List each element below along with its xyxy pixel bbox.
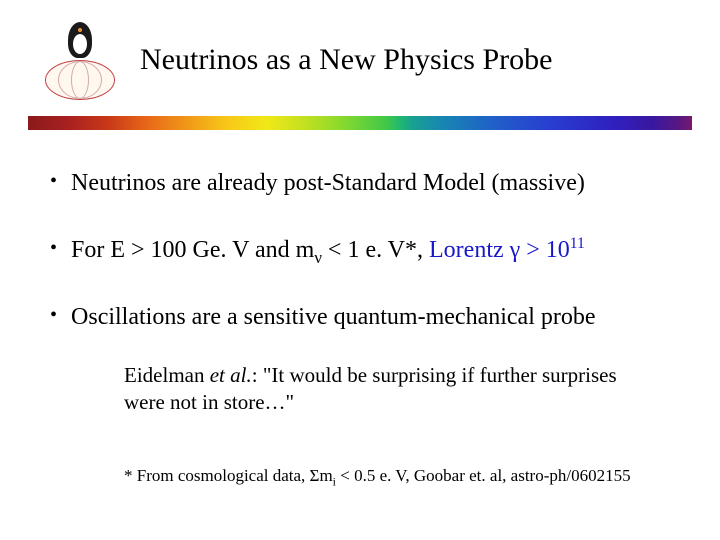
bullet-2-lorentz: Lorentz γ > 1011: [429, 237, 585, 263]
quote-block: Eidelman et al.: "It would be surprising…: [124, 362, 642, 417]
logo-penguin-icon: [68, 22, 92, 58]
bullet-1: • Neutrinos are already post-Standard Mo…: [50, 168, 682, 199]
footnote-pre: * From cosmological data, Σm: [124, 466, 333, 485]
bullet-2-exponent: 11: [570, 235, 585, 252]
bullet-3: • Oscillations are a sensitive quantum-m…: [50, 302, 682, 333]
icecube-logo: [40, 20, 120, 100]
footnote: * From cosmological data, Σmi < 0.5 e. V…: [124, 466, 682, 486]
bullet-dot-icon: •: [50, 168, 57, 199]
rainbow-divider: [28, 116, 692, 130]
logo-globe-icon: [45, 60, 115, 100]
bullet-dot-icon: •: [50, 235, 57, 266]
bullet-2: • For E > 100 Ge. V and mν < 1 e. V*, Lo…: [50, 235, 682, 266]
slide-title: Neutrinos as a New Physics Probe: [140, 43, 552, 77]
footnote-post: < 0.5 e. V, Goobar et. al, astro-ph/0602…: [336, 466, 631, 485]
bullet-2-pre: For E > 100 Ge. V and m: [71, 237, 314, 263]
bullet-2-text: For E > 100 Ge. V and mν < 1 e. V*, Lore…: [71, 235, 682, 266]
slide-body: • Neutrinos are already post-Standard Mo…: [0, 130, 720, 486]
bullet-2-blue-text: Lorentz γ > 10: [429, 237, 570, 263]
quote-etal: et al.: [210, 363, 252, 387]
bullet-3-text: Oscillations are a sensitive quantum-mec…: [71, 302, 682, 333]
quote-author: Eidelman: [124, 363, 210, 387]
bullet-2-mid: < 1 e. V*,: [322, 237, 429, 263]
bullet-2-sub-nu: ν: [314, 248, 322, 267]
bullet-1-text: Neutrinos are already post-Standard Mode…: [71, 168, 682, 199]
slide-header: Neutrinos as a New Physics Probe: [0, 0, 720, 110]
bullet-dot-icon: •: [50, 302, 57, 333]
